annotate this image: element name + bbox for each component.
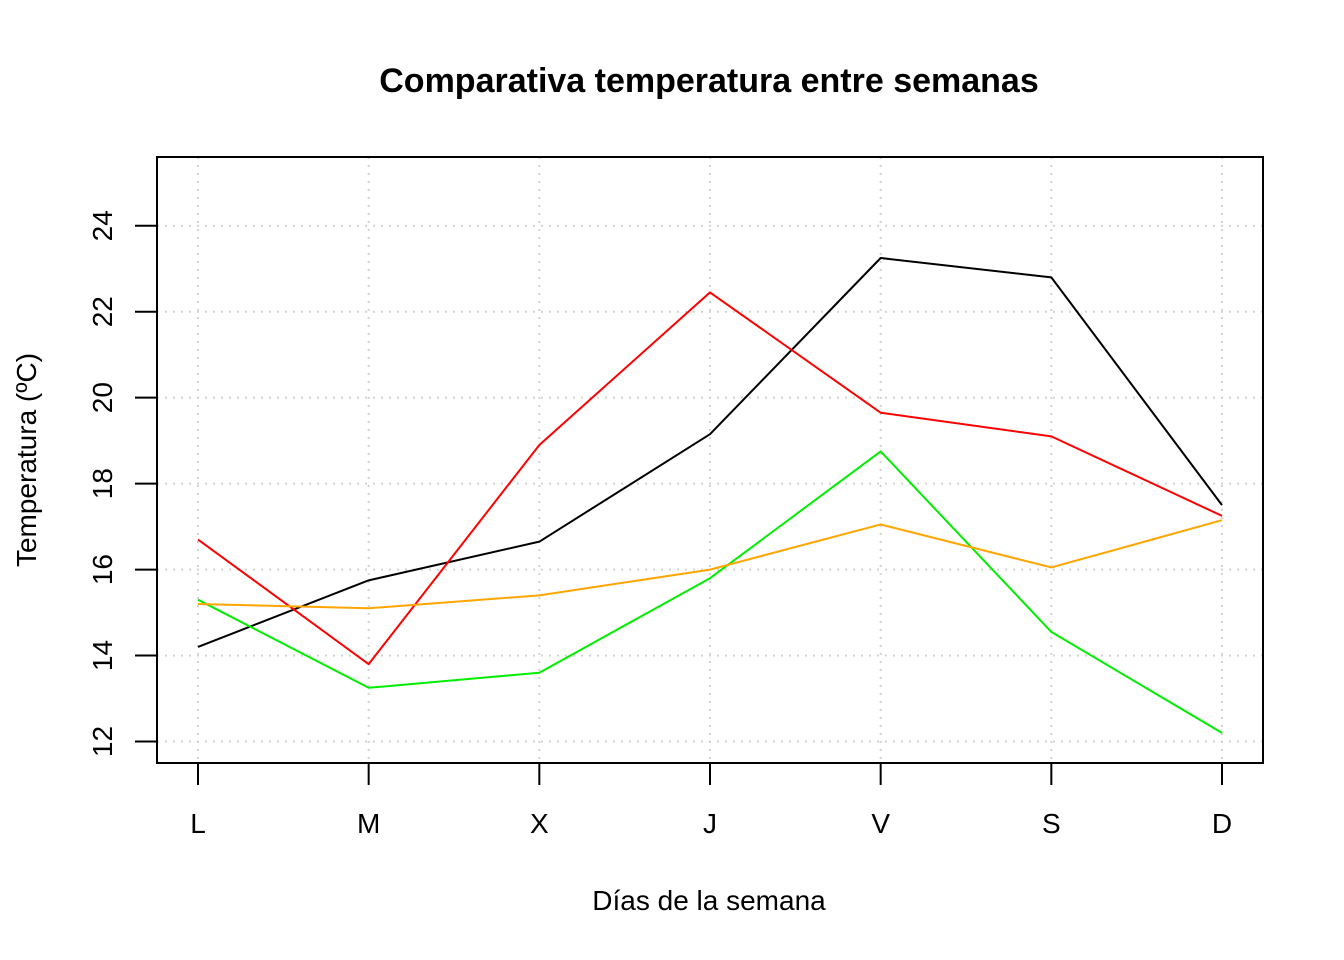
y-tick-label: 16 <box>87 554 118 585</box>
y-tick-label: 14 <box>87 640 118 671</box>
x-tick-label: L <box>190 808 206 839</box>
x-tick-label: X <box>530 808 549 839</box>
chart-title: Comparativa temperatura entre semanas <box>379 62 1039 100</box>
x-tick-label: D <box>1212 808 1232 839</box>
y-tick-label: 22 <box>87 296 118 327</box>
x-tick-label: J <box>703 808 717 839</box>
x-tick-label: M <box>357 808 380 839</box>
y-axis: 12 14 16 18 20 22 24 <box>87 210 157 757</box>
x-tick-label: S <box>1042 808 1061 839</box>
y-tick-label: 18 <box>87 468 118 499</box>
y-tick-label: 12 <box>87 726 118 757</box>
grid-lines <box>157 157 1263 763</box>
x-tick-label: V <box>871 808 890 839</box>
series-line-3 <box>197 450 1223 734</box>
y-axis-label: Temperatura (ºC) <box>11 353 42 567</box>
x-axis-label: Días de la semana <box>592 885 826 916</box>
y-tick-label: 24 <box>87 210 118 241</box>
series-lines <box>197 257 1223 734</box>
y-tick-label: 20 <box>87 382 118 413</box>
series-line-2 <box>197 291 1223 666</box>
series-line-1 <box>197 257 1223 648</box>
series-line-4 <box>197 519 1223 610</box>
